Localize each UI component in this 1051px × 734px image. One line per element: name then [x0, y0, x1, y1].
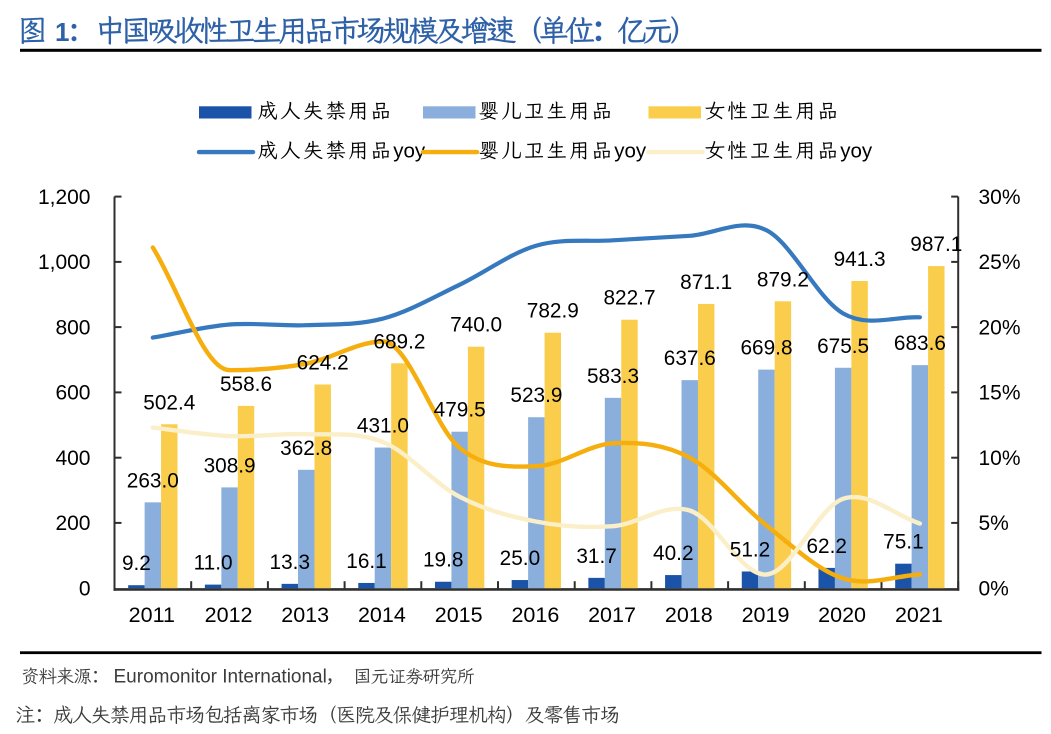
svg-text:263.0: 263.0	[127, 469, 179, 492]
svg-text:2018: 2018	[665, 603, 713, 627]
svg-text:2012: 2012	[205, 603, 253, 627]
svg-text:624.2: 624.2	[297, 352, 349, 375]
svg-text:308.9: 308.9	[204, 454, 256, 477]
svg-text:2019: 2019	[742, 603, 790, 627]
svg-text:200: 200	[55, 512, 90, 535]
svg-text:yoy: yoy	[840, 139, 873, 162]
svg-text:637.6: 637.6	[664, 347, 716, 370]
svg-text:yoy: yoy	[393, 139, 426, 162]
svg-text:800: 800	[55, 316, 90, 339]
svg-text:19.8: 19.8	[423, 549, 463, 572]
svg-text:yoy: yoy	[614, 139, 647, 162]
svg-text:600: 600	[55, 382, 90, 405]
svg-text:5%: 5%	[979, 512, 1009, 535]
svg-text:11.0: 11.0	[194, 552, 233, 575]
svg-text:2016: 2016	[511, 603, 559, 627]
svg-text:2014: 2014	[358, 603, 406, 627]
svg-text:683.6: 683.6	[894, 332, 946, 355]
svg-text:502.4: 502.4	[143, 391, 195, 414]
svg-text:15%: 15%	[979, 382, 1021, 405]
svg-text:10%: 10%	[979, 447, 1021, 470]
svg-text:740.0: 740.0	[450, 314, 502, 337]
svg-text:2011: 2011	[129, 603, 175, 627]
svg-text:1,000: 1,000	[38, 251, 91, 274]
svg-text:0%: 0%	[979, 578, 1009, 601]
svg-text:871.1: 871.1	[680, 271, 732, 294]
svg-text:40.2: 40.2	[653, 542, 693, 565]
svg-text:1,200: 1,200	[38, 186, 91, 209]
svg-text:523.9: 523.9	[510, 384, 562, 407]
svg-text:2020: 2020	[818, 603, 866, 627]
svg-text:400: 400	[55, 447, 90, 470]
svg-text:0: 0	[79, 578, 91, 601]
svg-text:Euromonitor International: Euromonitor International	[114, 667, 327, 688]
svg-text:30%: 30%	[979, 186, 1021, 209]
svg-text:2017: 2017	[588, 603, 636, 627]
svg-text:479.5: 479.5	[434, 399, 486, 422]
svg-text:879.2: 879.2	[757, 268, 809, 291]
svg-text:675.5: 675.5	[817, 335, 869, 358]
svg-text:431.0: 431.0	[357, 415, 409, 438]
svg-text:62.2: 62.2	[806, 535, 846, 558]
svg-text:51.2: 51.2	[730, 539, 770, 562]
svg-text:583.3: 583.3	[587, 365, 639, 388]
svg-text:689.2: 689.2	[373, 330, 425, 353]
svg-text:2021: 2021	[895, 603, 943, 627]
svg-text:75.1: 75.1	[883, 531, 923, 554]
svg-text:987.1: 987.1	[910, 233, 962, 256]
svg-text:822.7: 822.7	[603, 287, 655, 310]
svg-text:13.3: 13.3	[270, 551, 310, 574]
svg-text:9.2: 9.2	[122, 552, 151, 575]
svg-text:31.7: 31.7	[576, 545, 616, 568]
svg-text:669.8: 669.8	[740, 337, 792, 360]
svg-text:25%: 25%	[979, 251, 1021, 274]
svg-text:362.8: 362.8	[280, 437, 332, 460]
svg-text:1: 1	[55, 17, 69, 47]
svg-text:2013: 2013	[281, 603, 329, 627]
svg-text:558.6: 558.6	[220, 373, 272, 396]
svg-text:941.3: 941.3	[834, 248, 886, 271]
svg-text:25.0: 25.0	[500, 547, 540, 570]
svg-text:20%: 20%	[979, 316, 1021, 339]
svg-text:782.9: 782.9	[527, 300, 579, 323]
svg-text:16.1: 16.1	[346, 550, 386, 573]
svg-text:2015: 2015	[435, 603, 483, 627]
